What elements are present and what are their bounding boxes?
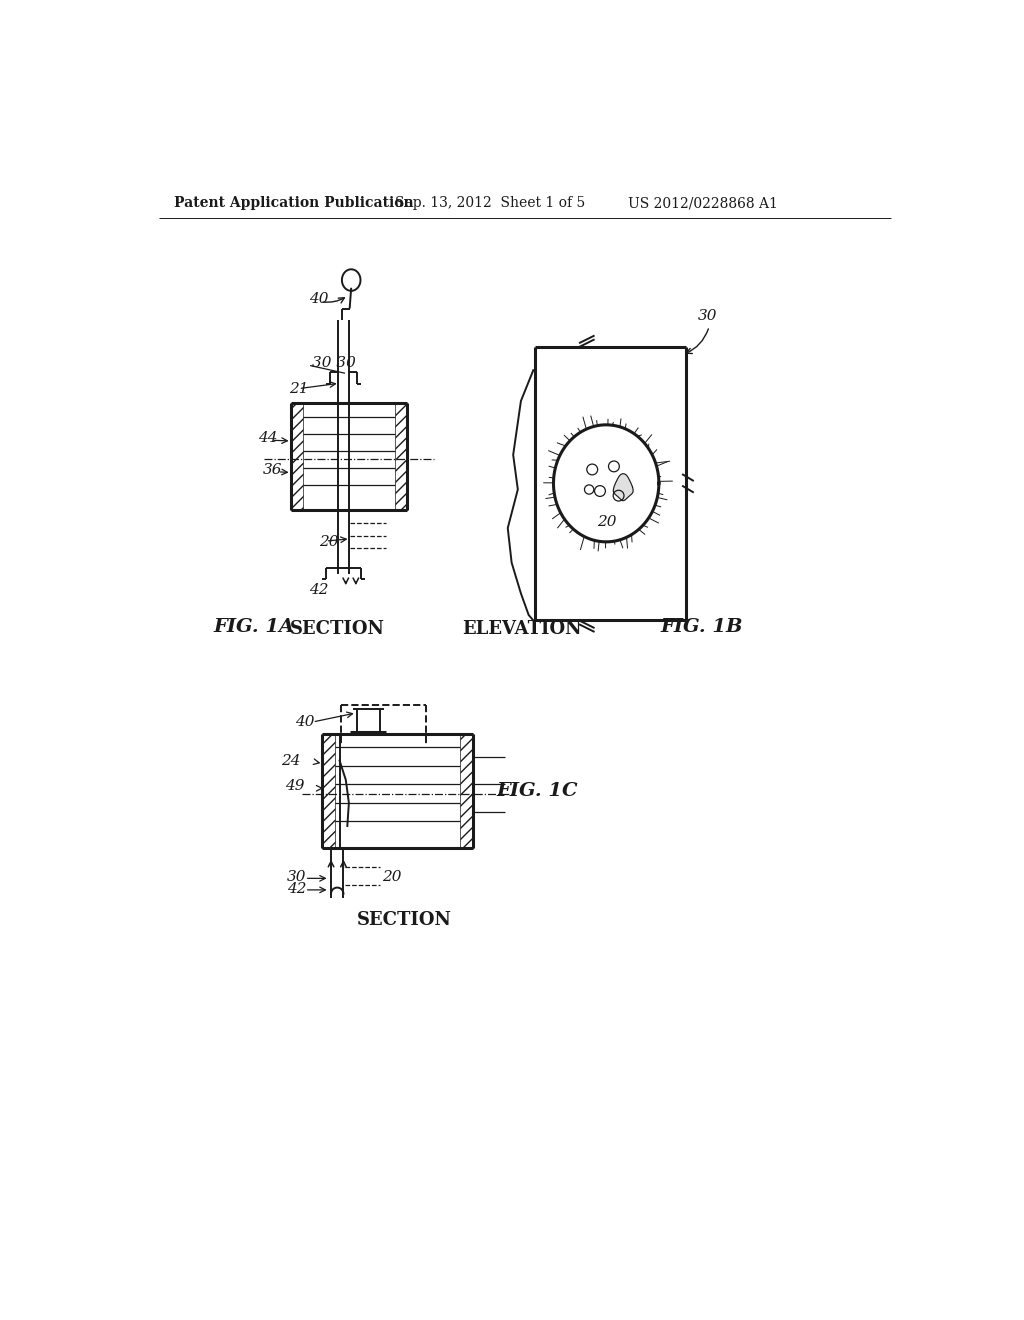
Bar — [322, 734, 335, 847]
Text: 30: 30 — [697, 309, 717, 323]
Text: Patent Application Publication: Patent Application Publication — [174, 197, 414, 210]
Text: 30: 30 — [287, 870, 306, 884]
Bar — [460, 734, 473, 847]
Bar — [291, 404, 303, 510]
Text: 36: 36 — [263, 463, 283, 478]
Text: FIG. 1A: FIG. 1A — [213, 618, 294, 636]
Text: FIG. 1B: FIG. 1B — [660, 618, 743, 636]
Text: 20: 20 — [382, 870, 401, 884]
Text: 40: 40 — [308, 292, 328, 306]
Bar — [322, 734, 473, 847]
Text: 49: 49 — [285, 779, 304, 793]
Text: 20: 20 — [318, 535, 338, 549]
Text: 42: 42 — [308, 582, 328, 597]
Text: 40: 40 — [295, 715, 314, 729]
Text: Sep. 13, 2012  Sheet 1 of 5: Sep. 13, 2012 Sheet 1 of 5 — [395, 197, 586, 210]
Polygon shape — [613, 474, 633, 500]
Text: SECTION: SECTION — [290, 620, 385, 639]
Text: ELEVATION: ELEVATION — [462, 620, 582, 639]
Text: 24: 24 — [282, 754, 301, 767]
Text: US 2012/0228868 A1: US 2012/0228868 A1 — [628, 197, 778, 210]
Text: SECTION: SECTION — [357, 911, 453, 928]
Text: 44: 44 — [258, 430, 278, 445]
Bar — [394, 404, 407, 510]
Text: 42: 42 — [287, 882, 306, 896]
Text: 20: 20 — [597, 515, 616, 529]
Text: FIG. 1C: FIG. 1C — [496, 781, 578, 800]
Text: 21: 21 — [289, 383, 308, 396]
Text: 30 30: 30 30 — [311, 356, 355, 370]
Bar — [291, 404, 407, 510]
